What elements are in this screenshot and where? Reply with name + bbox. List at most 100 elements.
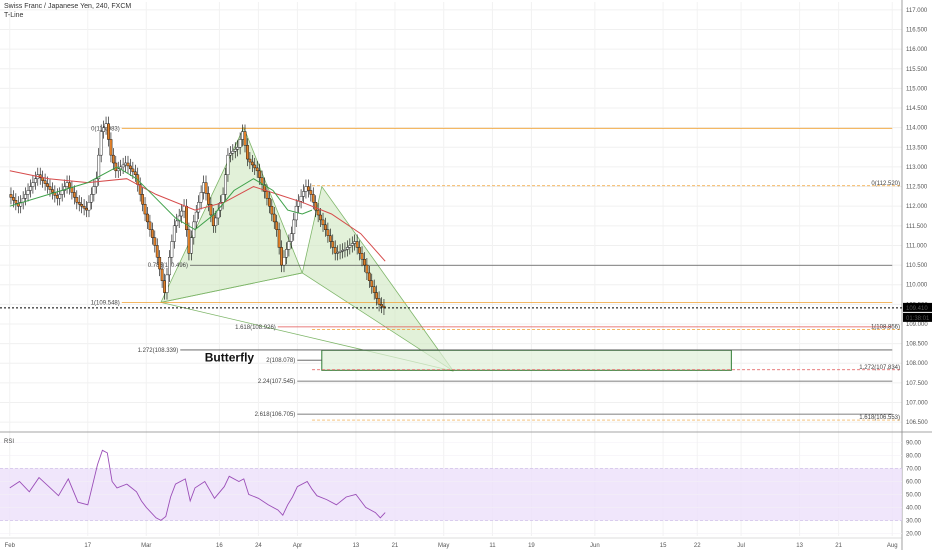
rsi-tick-label: 50.00	[906, 492, 922, 498]
y-tick-label: 111.500	[906, 224, 927, 230]
candle-body	[82, 205, 86, 209]
candle-body	[228, 152, 232, 156]
candle-body	[309, 190, 313, 195]
candle-body	[85, 207, 88, 211]
y-tick-label: 114.000	[906, 126, 928, 132]
x-tick-label: 13	[796, 543, 803, 549]
candle-body	[314, 202, 318, 211]
candle-body	[267, 198, 271, 207]
x-tick-label: Feb	[5, 543, 16, 549]
y-tick-label: 108.500	[906, 342, 928, 348]
candle-body	[304, 186, 308, 192]
candle-body	[146, 213, 149, 223]
x-tick-label: 22	[694, 543, 701, 549]
candle-body	[282, 257, 286, 266]
x-tick-label: 11	[489, 543, 496, 549]
rsi-tick-label: 70.00	[906, 466, 922, 472]
candle-body	[55, 195, 59, 199]
candle-body	[360, 253, 364, 260]
candle-body	[350, 243, 354, 246]
candle-body	[133, 171, 137, 175]
pattern-label: Butterfly	[205, 350, 255, 364]
candle-body	[287, 241, 291, 250]
candle-body	[260, 177, 264, 185]
candle-body	[253, 164, 257, 169]
target-zone-box[interactable]	[321, 349, 732, 371]
x-tick-label: 24	[255, 543, 262, 549]
candle-body	[299, 196, 303, 202]
candle-body	[65, 182, 69, 187]
candle-body	[24, 194, 27, 199]
candle-body	[238, 139, 242, 148]
rsi-line	[9, 449, 386, 521]
candle-body	[367, 272, 371, 281]
candle-body	[124, 162, 127, 166]
candle-body	[372, 286, 376, 293]
candle-body	[382, 305, 386, 309]
candle-body	[248, 158, 252, 163]
x-tick-label: May	[438, 543, 449, 549]
candle-body	[33, 178, 37, 183]
indicator-label: T-Line	[4, 12, 24, 19]
candle-body	[80, 204, 84, 207]
y-tick-label: 117.000	[906, 8, 928, 14]
candle-body	[277, 229, 281, 248]
y-tick-label: 116.000	[906, 47, 928, 53]
y-tick-label: 111.000	[906, 243, 927, 249]
candle-body	[250, 161, 254, 166]
candle-body	[63, 186, 67, 191]
fib-level-label: 0(113.983)	[91, 126, 120, 132]
candle-body	[116, 168, 120, 172]
y-tick-label: 112.000	[906, 204, 928, 210]
candle-body	[270, 205, 274, 215]
candle-body	[345, 247, 349, 250]
candle-body	[375, 292, 379, 299]
y-tick-label: 107.000	[906, 401, 928, 407]
candle-body	[175, 220, 179, 227]
y-tick-label: 112.500	[906, 185, 928, 191]
fib-level-label: 1.618(108.926)	[235, 325, 276, 331]
candle-body	[263, 184, 266, 192]
rsi-tick-label: 30.00	[906, 518, 922, 524]
candle-body	[353, 241, 357, 244]
candle-body	[187, 229, 191, 254]
candle-body	[163, 280, 166, 293]
y-tick-label: 106.500	[906, 420, 928, 426]
candle-body	[226, 154, 230, 175]
candle-body	[204, 182, 208, 194]
candle-body	[12, 197, 15, 201]
candle-body	[150, 229, 154, 238]
y-tick-label: 109.000	[906, 322, 928, 328]
moving-average-green	[9, 166, 313, 231]
candle-body	[194, 211, 198, 223]
candle-body	[285, 249, 288, 258]
candle-body	[87, 202, 91, 211]
candle-body	[109, 139, 113, 156]
candle-body	[370, 280, 374, 287]
candle-body	[58, 194, 62, 199]
fib-level-label: 0(112.520)	[871, 181, 900, 187]
candle-body	[172, 225, 176, 242]
candle-body	[331, 241, 335, 248]
candle-body	[280, 247, 283, 266]
pattern-leg	[160, 272, 303, 303]
candle-body	[258, 170, 262, 178]
candle-body	[319, 214, 322, 221]
candle-body	[41, 177, 45, 181]
fib-level-label: 1(109.548)	[91, 300, 120, 306]
pattern-triangle-bcd	[301, 185, 454, 372]
candle-body	[92, 186, 96, 195]
rsi-tick-label: 90.00	[906, 440, 922, 446]
y-tick-label: 113.500	[906, 145, 928, 151]
candle-body	[209, 204, 213, 216]
x-tick-label: 17	[84, 543, 91, 549]
candle-body	[211, 214, 215, 227]
candle-body	[138, 184, 142, 195]
candle-body	[43, 180, 47, 184]
candle-body	[224, 174, 227, 195]
candle-body	[129, 165, 132, 170]
candle-body	[246, 145, 249, 160]
candle-body	[306, 186, 310, 191]
candle-body	[70, 187, 74, 193]
